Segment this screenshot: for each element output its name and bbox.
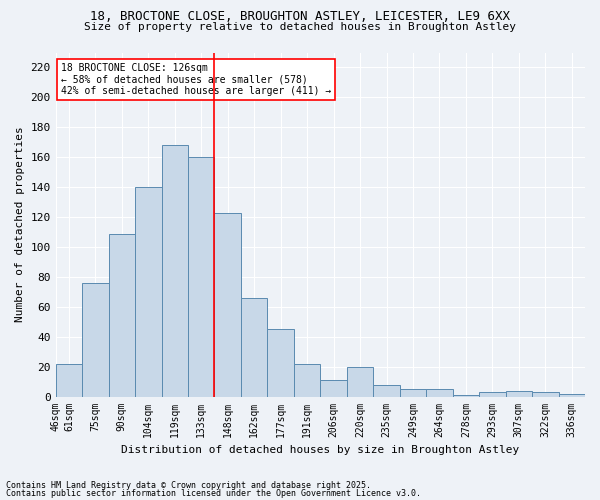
Bar — [214, 212, 241, 396]
Bar — [294, 364, 320, 396]
Bar — [241, 298, 268, 396]
Bar — [109, 234, 135, 396]
Bar — [426, 389, 452, 396]
Bar — [347, 366, 373, 396]
Text: Contains public sector information licensed under the Open Government Licence v3: Contains public sector information licen… — [6, 488, 421, 498]
Bar — [56, 364, 82, 396]
Text: 18, BROCTONE CLOSE, BROUGHTON ASTLEY, LEICESTER, LE9 6XX: 18, BROCTONE CLOSE, BROUGHTON ASTLEY, LE… — [90, 10, 510, 23]
Bar — [320, 380, 347, 396]
Bar — [161, 145, 188, 397]
Bar — [188, 157, 214, 396]
Bar — [506, 390, 532, 396]
Bar — [479, 392, 506, 396]
Bar — [82, 283, 109, 397]
Bar — [268, 329, 294, 396]
Bar — [373, 384, 400, 396]
Y-axis label: Number of detached properties: Number of detached properties — [15, 126, 25, 322]
Bar — [135, 187, 161, 396]
Bar — [452, 395, 479, 396]
X-axis label: Distribution of detached houses by size in Broughton Astley: Distribution of detached houses by size … — [121, 445, 520, 455]
Bar — [559, 394, 585, 396]
Bar — [532, 392, 559, 396]
Text: 18 BROCTONE CLOSE: 126sqm
← 58% of detached houses are smaller (578)
42% of semi: 18 BROCTONE CLOSE: 126sqm ← 58% of detac… — [61, 63, 331, 96]
Bar — [400, 389, 426, 396]
Text: Contains HM Land Registry data © Crown copyright and database right 2025.: Contains HM Land Registry data © Crown c… — [6, 481, 371, 490]
Text: Size of property relative to detached houses in Broughton Astley: Size of property relative to detached ho… — [84, 22, 516, 32]
